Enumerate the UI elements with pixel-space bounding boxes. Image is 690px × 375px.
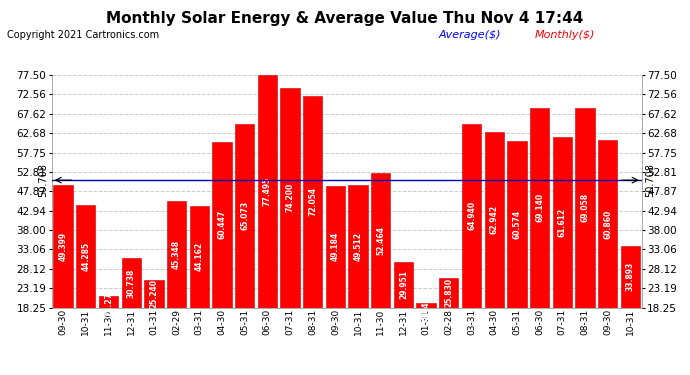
- Text: 64.940: 64.940: [467, 201, 476, 231]
- Text: Monthly($): Monthly($): [535, 30, 595, 40]
- Text: 69.140: 69.140: [535, 193, 544, 222]
- Bar: [598, 140, 618, 308]
- Bar: [621, 246, 640, 308]
- Text: 49.184: 49.184: [331, 232, 340, 261]
- Text: 60.447: 60.447: [217, 210, 226, 239]
- Text: 62.942: 62.942: [490, 205, 499, 234]
- Bar: [507, 141, 526, 308]
- Text: 44.285: 44.285: [81, 242, 90, 271]
- Bar: [121, 258, 141, 308]
- Text: 60.574: 60.574: [513, 210, 522, 239]
- Bar: [348, 185, 368, 308]
- Text: 60.860: 60.860: [603, 209, 612, 238]
- Bar: [99, 296, 118, 307]
- Text: Copyright 2021 Cartronics.com: Copyright 2021 Cartronics.com: [7, 30, 159, 40]
- Bar: [257, 75, 277, 307]
- Text: 69.058: 69.058: [580, 193, 589, 222]
- Bar: [213, 142, 232, 308]
- Text: 29.951: 29.951: [399, 270, 408, 299]
- Text: 61.612: 61.612: [558, 208, 566, 237]
- Bar: [484, 132, 504, 308]
- Bar: [76, 206, 95, 308]
- Text: 72.054: 72.054: [308, 188, 317, 216]
- Text: 30.738: 30.738: [127, 268, 136, 298]
- Bar: [144, 280, 164, 308]
- Text: 19.412: 19.412: [422, 291, 431, 320]
- Bar: [371, 173, 391, 308]
- Bar: [394, 262, 413, 308]
- Text: 49.512: 49.512: [353, 232, 362, 261]
- Bar: [303, 96, 322, 308]
- Bar: [553, 137, 572, 308]
- Bar: [53, 185, 72, 308]
- Text: 21.277: 21.277: [104, 287, 113, 316]
- Text: 74.200: 74.200: [286, 183, 295, 212]
- Text: 44.162: 44.162: [195, 242, 204, 271]
- Text: 52.464: 52.464: [376, 226, 385, 255]
- Bar: [530, 108, 549, 307]
- Bar: [326, 186, 345, 308]
- Bar: [280, 88, 299, 308]
- Text: 45.348: 45.348: [172, 240, 181, 269]
- Text: 33.893: 33.893: [626, 262, 635, 291]
- Text: Monthly Solar Energy & Average Value Thu Nov 4 17:44: Monthly Solar Energy & Average Value Thu…: [106, 11, 584, 26]
- Bar: [575, 108, 595, 308]
- Text: 49.399: 49.399: [59, 232, 68, 261]
- Bar: [462, 124, 481, 308]
- Bar: [235, 124, 254, 308]
- Text: 25.240: 25.240: [149, 279, 159, 308]
- Bar: [440, 278, 458, 308]
- Text: 25.830: 25.830: [444, 278, 453, 307]
- Text: 50.708: 50.708: [645, 163, 655, 197]
- Bar: [167, 201, 186, 308]
- Bar: [417, 303, 436, 307]
- Text: 65.073: 65.073: [240, 201, 249, 230]
- Text: 77.495: 77.495: [263, 177, 272, 206]
- Text: 50.708: 50.708: [39, 163, 48, 197]
- Bar: [190, 206, 209, 308]
- Text: Average($): Average($): [438, 30, 501, 40]
